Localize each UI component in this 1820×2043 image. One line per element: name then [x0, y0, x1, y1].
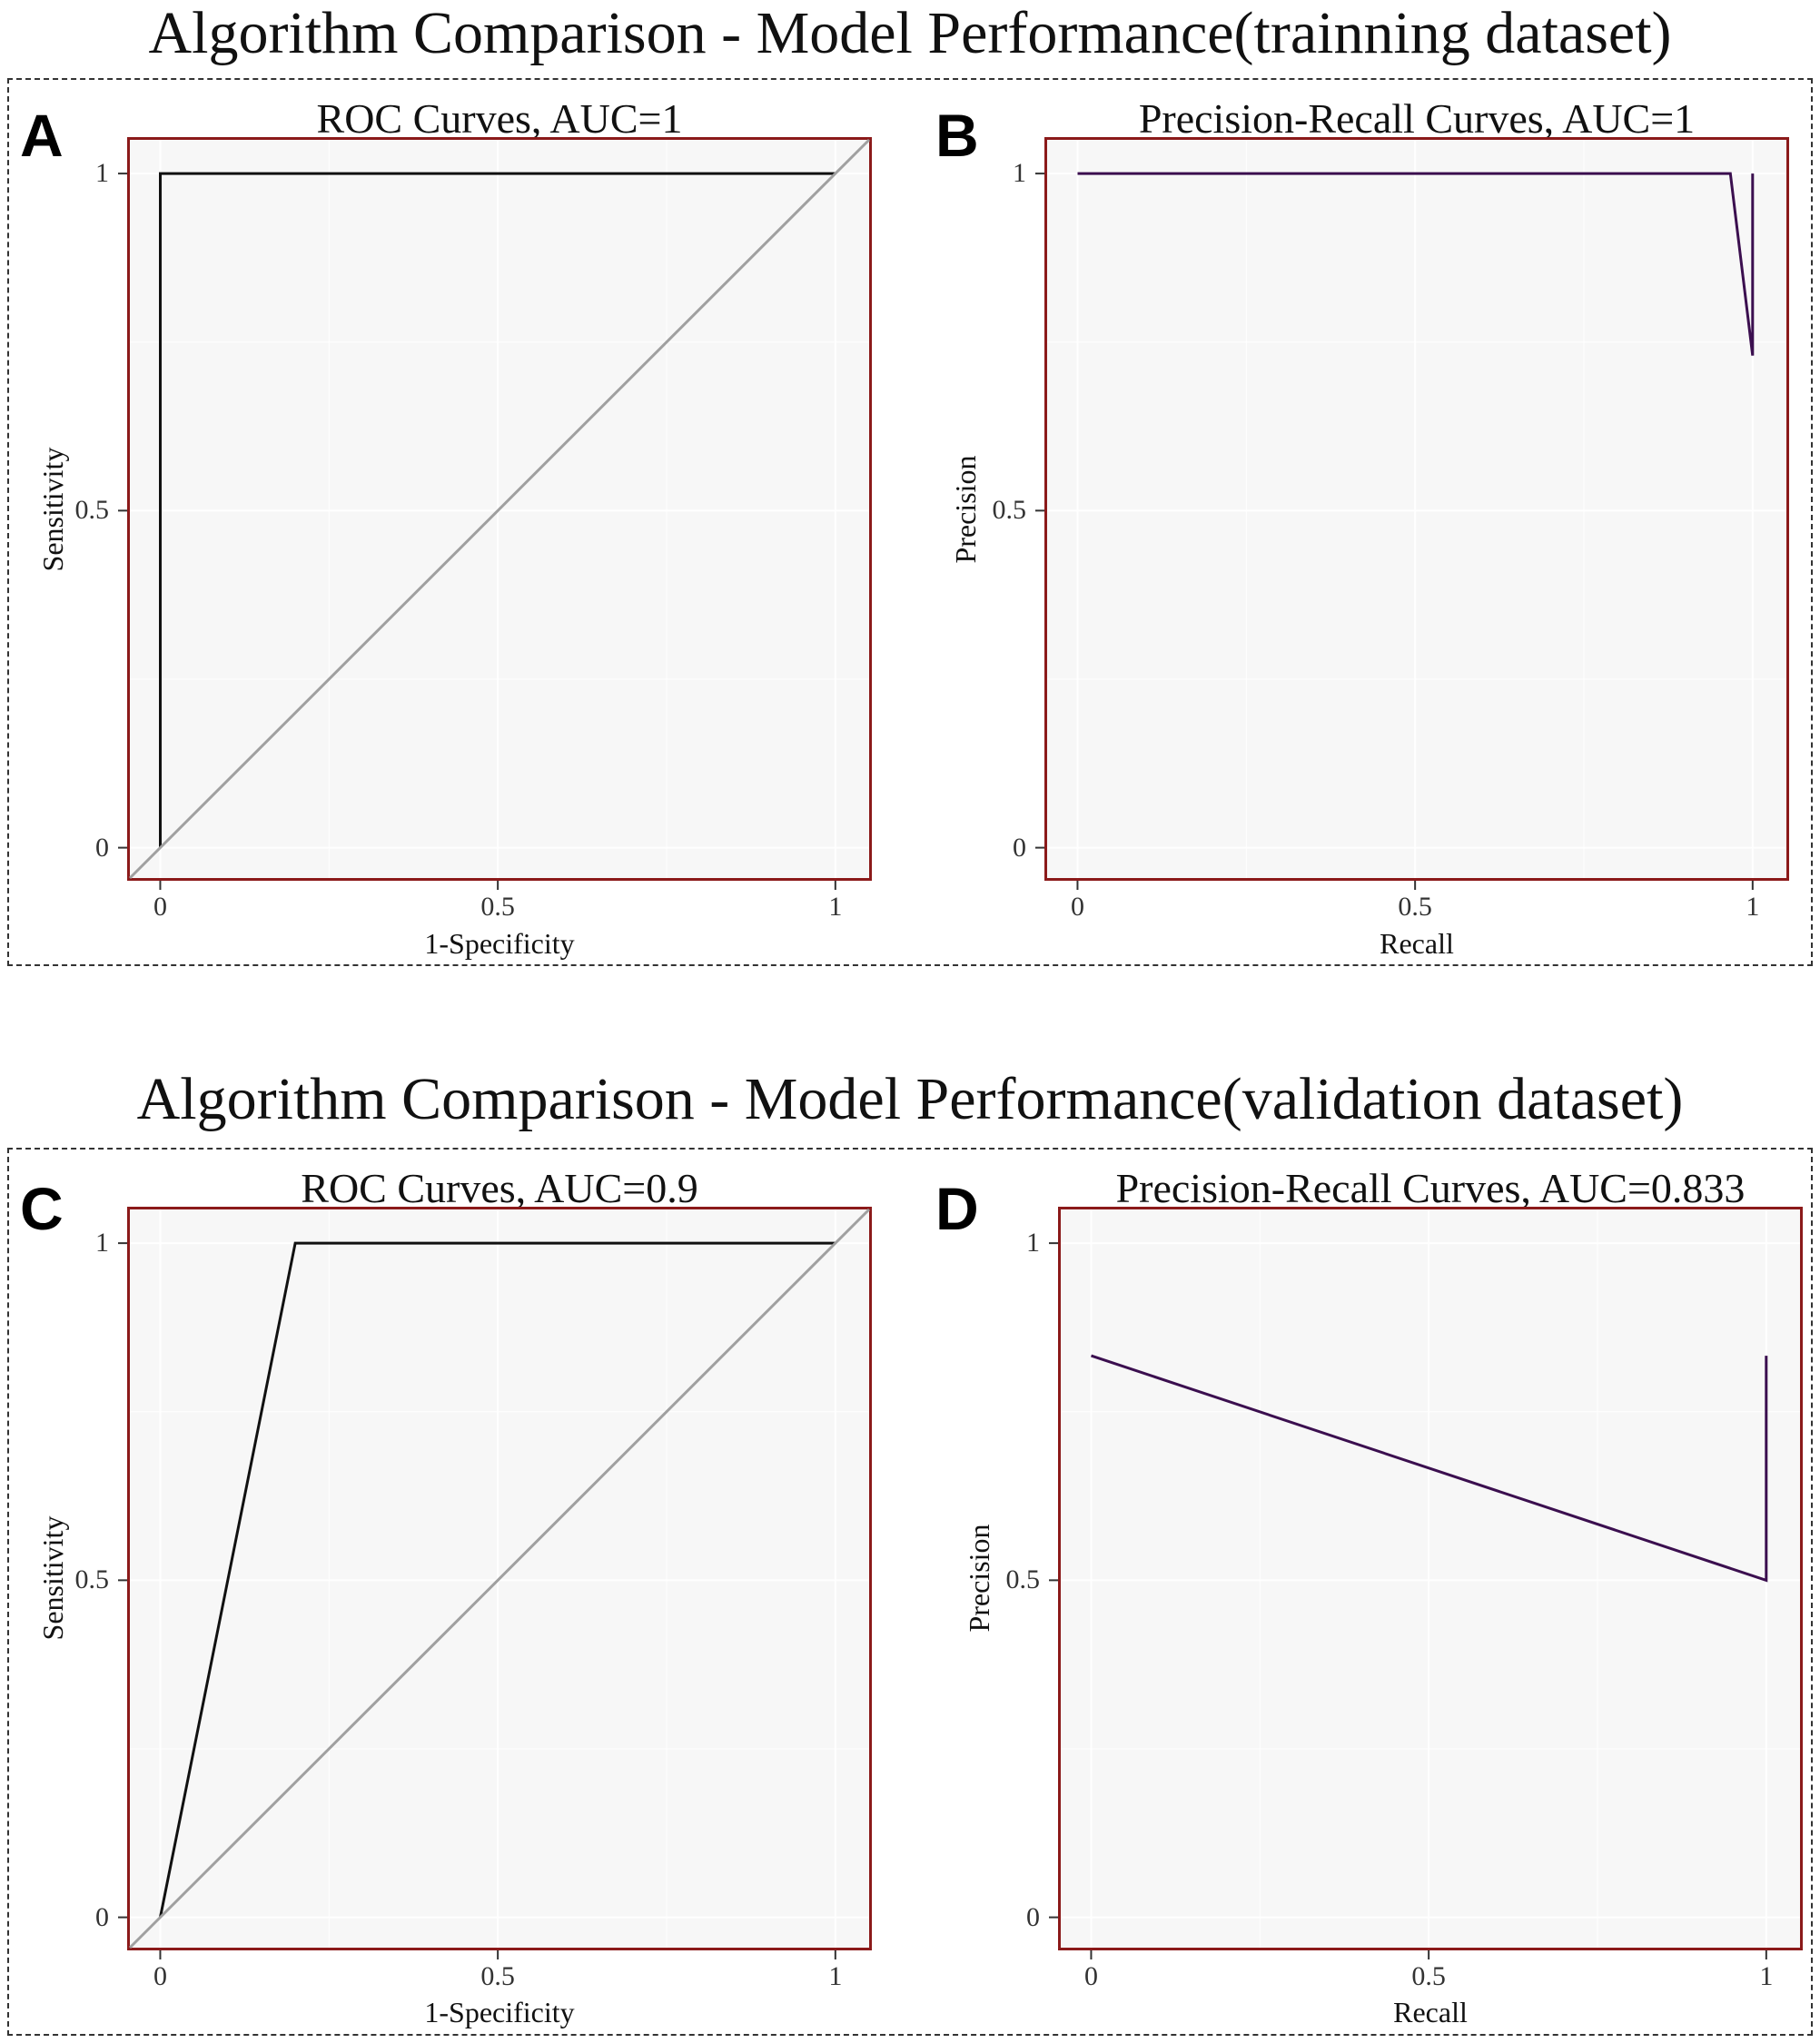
- y-tick-label: 1: [1013, 158, 1026, 189]
- panel-b-plot-area: [1035, 137, 1789, 890]
- y-tick-label: 1: [95, 1228, 109, 1258]
- panel-letter-d: D: [935, 1175, 979, 1242]
- y-tick-label: 0.5: [74, 495, 110, 526]
- panel-letter-b: B: [935, 102, 979, 169]
- x-tick-label: 1: [828, 1961, 843, 1991]
- panel-a-plot-area: [118, 137, 872, 890]
- panel-d-plot-svg: [1049, 1209, 1800, 1959]
- training-panel-frame: [7, 78, 1813, 966]
- y-tick-label: 0: [95, 832, 109, 863]
- panel-a-x-axis-label: 1-Specificity: [424, 927, 575, 960]
- y-tick-label: 0: [95, 1901, 109, 1932]
- panel-b-series-line-0: [1077, 172, 1755, 356]
- panel-a-title: ROC Curves, AUC=1: [316, 95, 683, 142]
- x-tick-label: 0: [1070, 892, 1084, 922]
- panel-d-x-axis-label: Recall: [1393, 1996, 1468, 2028]
- panel-b-title: Precision-Recall Curves, AUC=1: [1138, 95, 1696, 142]
- panel-a-series-line-0: [159, 172, 836, 848]
- panel-c-series-line-0: [159, 1241, 836, 1918]
- y-tick-label: 0.5: [74, 1564, 110, 1595]
- x-tick-label: 0.5: [1411, 1961, 1446, 1991]
- x-tick-label: 0: [1083, 1961, 1098, 1991]
- panel-c-plot-area: [118, 1207, 872, 1959]
- section-title-validation: Algorithm Comparison - Model Performance…: [136, 1066, 1684, 1132]
- y-tick-label: 0: [1026, 1901, 1040, 1932]
- y-tick-label: 1: [95, 158, 109, 189]
- panel-d-plot-area: [1049, 1207, 1803, 1959]
- x-tick-label: 0: [153, 1961, 167, 1991]
- panel-b-x-axis-label: Recall: [1380, 927, 1454, 960]
- x-tick-label: 0.5: [1398, 892, 1432, 922]
- validation-panel-frame: [7, 1148, 1813, 2036]
- panel-letter-c: C: [20, 1175, 64, 1242]
- y-tick-label: 0.5: [992, 495, 1027, 526]
- panel-a-plot-svg: [118, 138, 871, 890]
- panel-c-series-line-1: [128, 1208, 871, 1949]
- panel-c-plot-svg: [118, 1208, 871, 1959]
- panel-d-series-line-0: [1091, 1354, 1768, 1583]
- panel-c-title: ROC Curves, AUC=0.9: [301, 1165, 698, 1211]
- section-title-training: Algorithm Comparison - Model Performance…: [148, 0, 1672, 66]
- y-tick-label: 0.5: [1005, 1564, 1041, 1595]
- panel-d-title: Precision-Recall Curves, AUC=0.833: [1115, 1165, 1746, 1211]
- panel-c-x-axis-label: 1-Specificity: [424, 1996, 575, 2028]
- x-tick-label: 0.5: [480, 892, 515, 922]
- panel-letter-a: A: [20, 102, 64, 169]
- panel-a-series-line-1: [128, 138, 871, 880]
- x-tick-label: 0.5: [480, 1961, 515, 1991]
- x-tick-label: 1: [1759, 1961, 1774, 1991]
- y-tick-label: 0: [1013, 832, 1026, 863]
- x-tick-label: 1: [828, 892, 843, 922]
- panel-b-plot-svg: [1035, 140, 1786, 890]
- y-tick-label: 1: [1026, 1228, 1040, 1258]
- x-tick-label: 1: [1746, 892, 1760, 922]
- x-tick-label: 0: [153, 892, 167, 922]
